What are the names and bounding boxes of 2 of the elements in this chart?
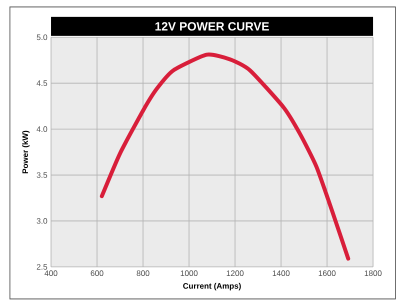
line-series xyxy=(100,52,350,261)
chart-title: 12V POWER CURVE xyxy=(155,22,269,31)
